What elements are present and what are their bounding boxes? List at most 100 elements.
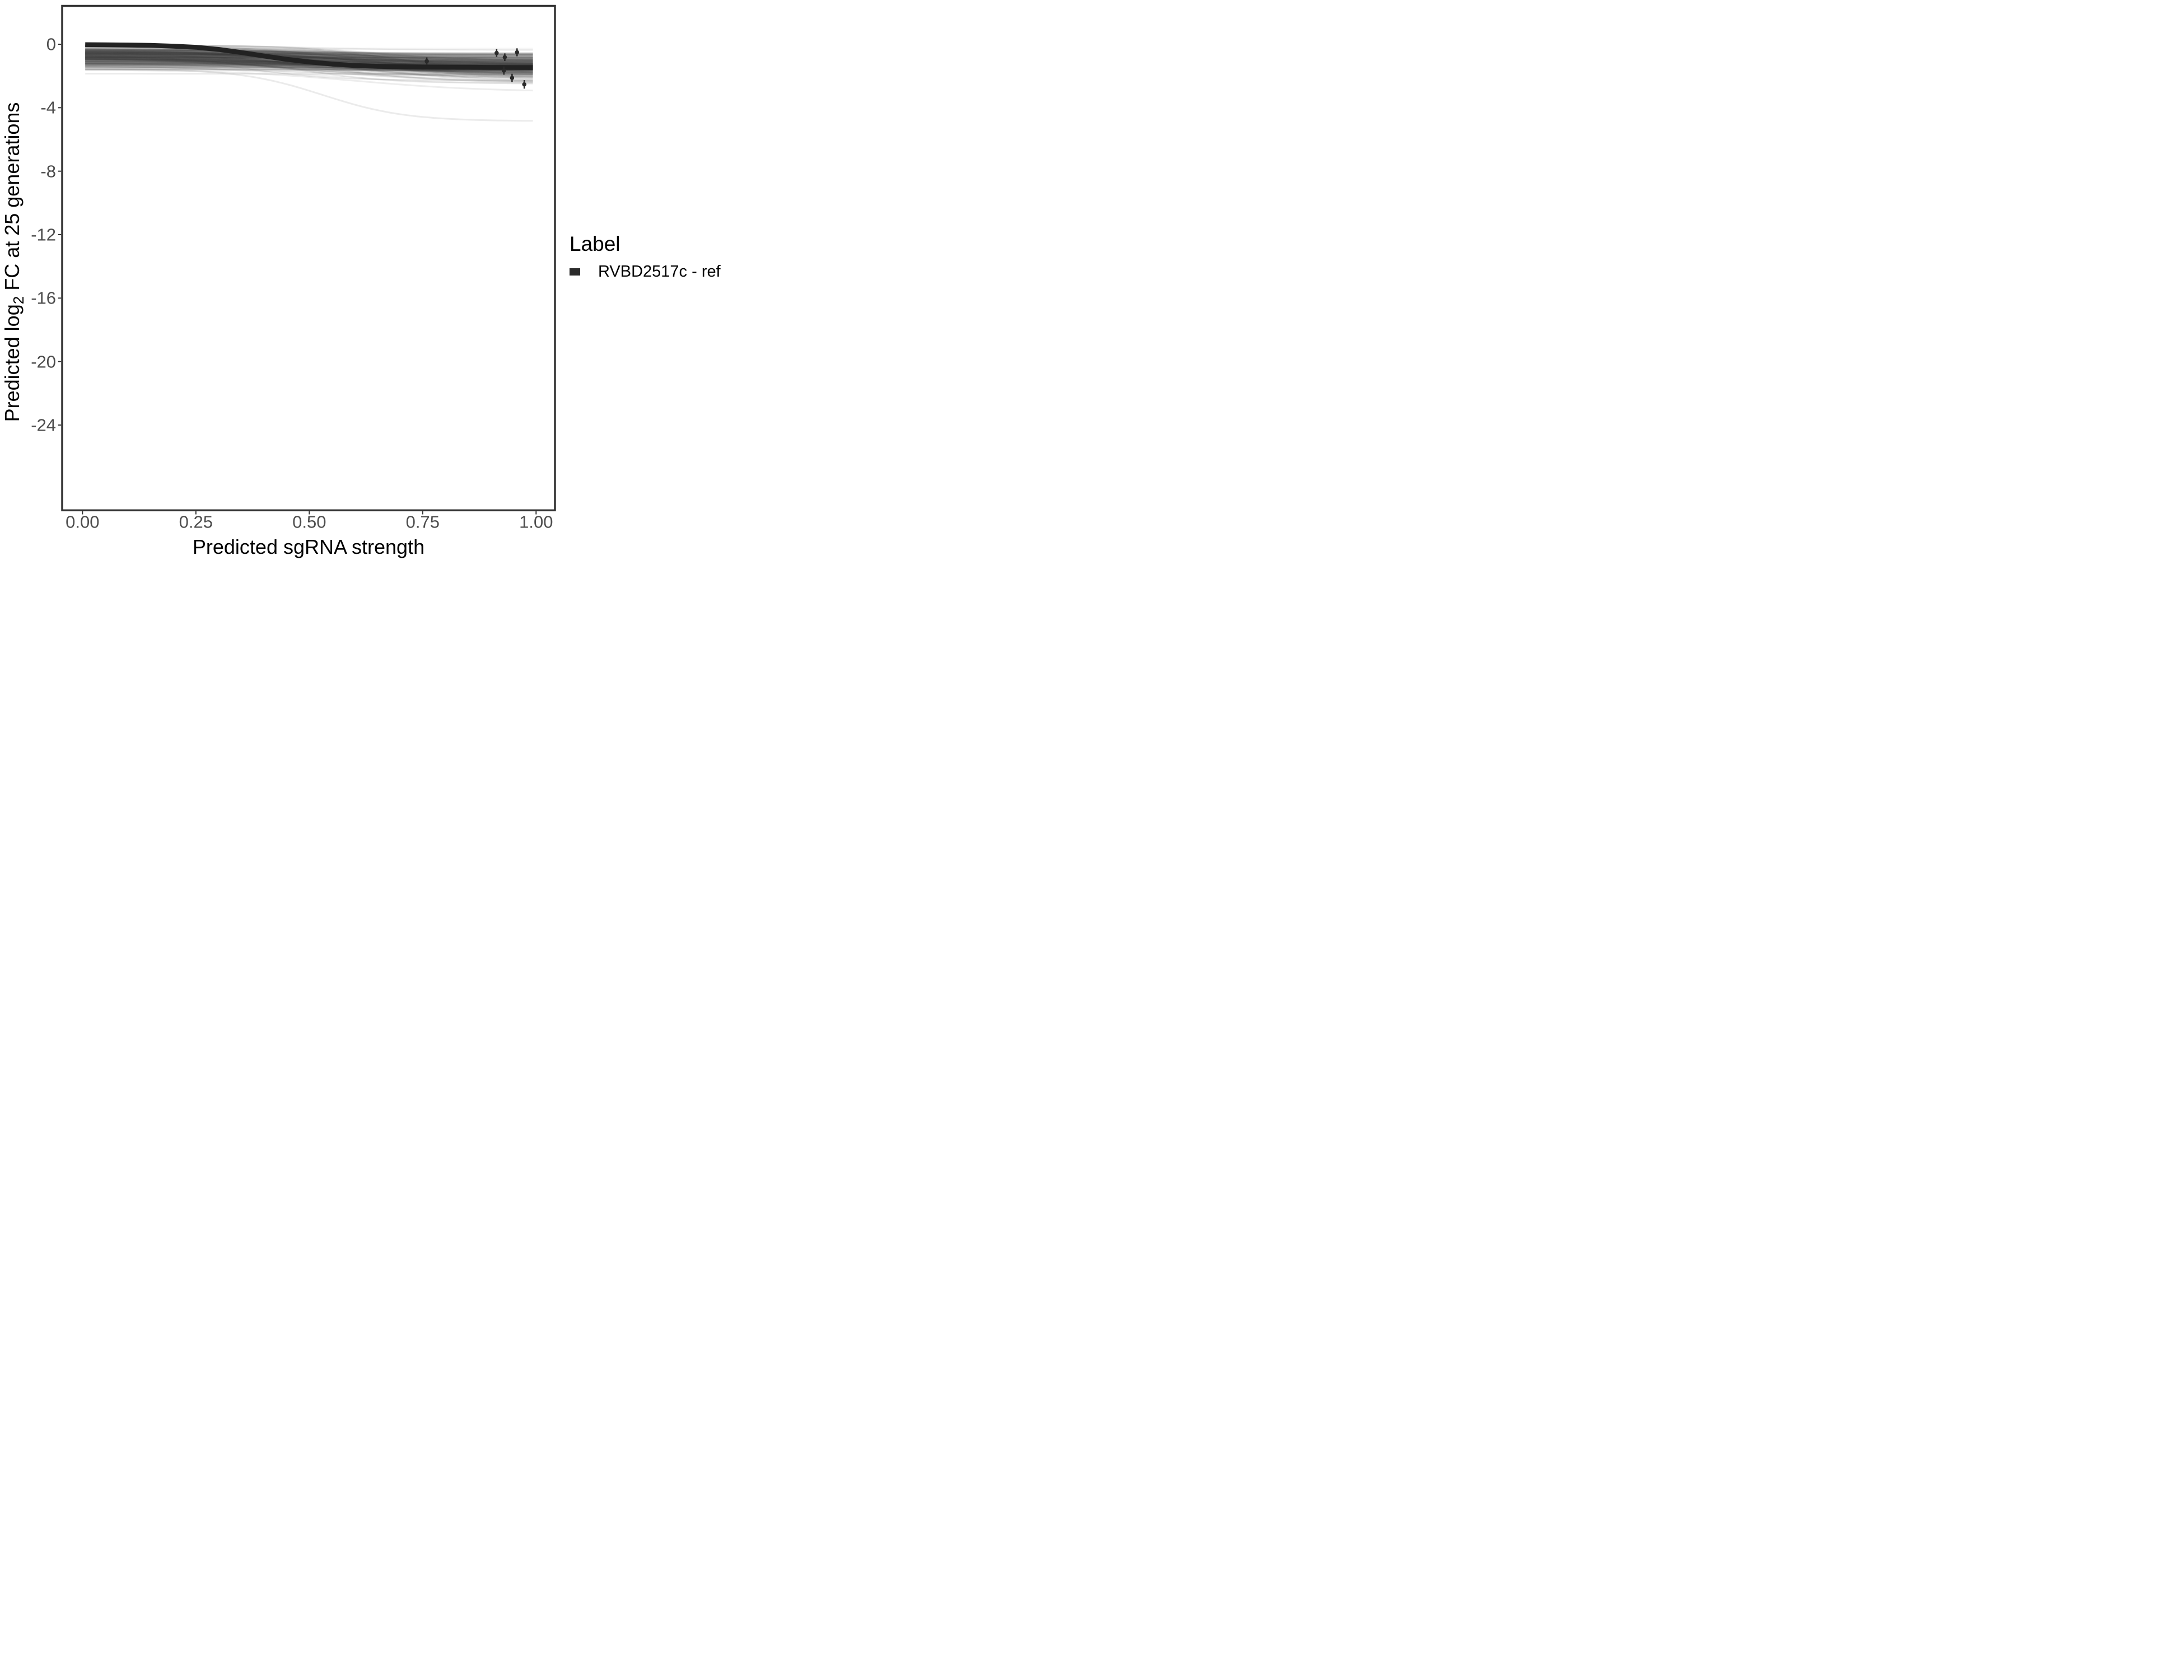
ensemble-line <box>85 57 533 60</box>
ensemble-line <box>85 55 533 59</box>
ensemble-line <box>85 57 533 83</box>
legend-key-swatch <box>570 268 580 276</box>
ensemble-line <box>85 53 533 58</box>
ensemble-line <box>85 55 533 82</box>
ensemble-line <box>85 48 533 69</box>
ensemble-line <box>85 63 533 66</box>
data-point <box>515 50 520 55</box>
point-range <box>501 66 506 75</box>
ensemble-line <box>85 50 533 65</box>
y-tick-label--8: -8 <box>40 161 56 181</box>
ensemble-line <box>85 54 533 72</box>
ensemble-line <box>85 53 533 60</box>
ensemble-line <box>85 55 533 71</box>
ensemble-line <box>85 57 533 71</box>
ensemble-line <box>85 53 533 64</box>
x-tick-label-0.00: 0.00 <box>66 512 100 532</box>
ensemble-line <box>85 55 533 66</box>
ensemble-line <box>85 55 533 60</box>
legend: Label RVBD2517c - ref <box>570 234 721 281</box>
ensemble-line <box>85 49 533 76</box>
ensemble-line <box>85 55 533 78</box>
ensemble-line <box>85 50 533 66</box>
ensemble-line <box>85 54 533 77</box>
legend-item: RVBD2517c - ref <box>570 263 721 281</box>
ensemble-line <box>85 51 533 64</box>
ensemble-line <box>85 52 533 62</box>
ensemble-line <box>85 48 533 58</box>
ensemble-line <box>85 52 533 62</box>
ensemble-line <box>85 50 533 62</box>
ensemble-line <box>85 53 533 65</box>
ensemble-line <box>85 60 533 75</box>
ensemble-line <box>85 53 533 83</box>
ensemble-line <box>85 49 533 64</box>
ensemble-line <box>85 55 533 74</box>
y-axis-title-subscript: 2 <box>10 296 27 305</box>
ensemble-line <box>85 54 533 79</box>
legend-item-label: RVBD2517c - ref <box>598 263 721 281</box>
ensemble-line <box>85 49 533 61</box>
x-tick-label-0.50: 0.50 <box>292 512 326 532</box>
ensemble-line <box>85 49 533 66</box>
ensemble-line <box>85 61 533 78</box>
ensemble-line <box>85 54 533 75</box>
ensemble-line <box>85 53 533 57</box>
ensemble-line <box>85 56 533 59</box>
ensemble-line <box>85 50 533 59</box>
ensemble-line <box>85 49 533 65</box>
ensemble-line <box>85 56 533 59</box>
ensemble-line <box>85 52 533 59</box>
ensemble-line <box>85 54 533 58</box>
y-axis-ticks <box>58 44 62 426</box>
ensemble-line <box>85 49 533 66</box>
y-axis-title: Predicted log2 FC at 25 generations <box>1 102 27 422</box>
ensemble-line <box>85 53 533 63</box>
y-axis-title-text-2: FC at 25 generations <box>1 102 24 296</box>
ensemble-line <box>85 59 533 73</box>
ensemble-line <box>85 56 533 59</box>
ensemble-line <box>85 51 533 64</box>
ensemble-line <box>85 58 533 71</box>
data-point <box>510 76 515 80</box>
ensemble-line <box>85 68 533 82</box>
ensemble-line <box>85 53 533 67</box>
figure: Predicted log2 FC at 25 generations Pred… <box>0 0 728 560</box>
ensemble-line <box>85 49 533 82</box>
data-point <box>494 50 499 55</box>
ensemble-line <box>85 55 533 65</box>
ensemble-line <box>85 63 533 83</box>
y-tick-label--24: -24 <box>31 415 56 435</box>
ensemble-line <box>85 54 533 67</box>
ensemble-line <box>85 54 533 71</box>
ensemble-line <box>85 50 533 58</box>
ensemble-line <box>85 48 533 61</box>
ensemble-line <box>85 50 533 66</box>
ensemble-line <box>85 57 533 62</box>
outlier-curve <box>85 65 533 85</box>
ensemble-line <box>85 50 533 60</box>
ensemble-line <box>85 49 533 56</box>
ensemble-line <box>85 53 533 56</box>
point-range <box>502 53 507 62</box>
ensemble-line <box>85 60 533 72</box>
ensemble-line <box>85 56 533 59</box>
ensemble-line <box>85 58 533 77</box>
ensemble-line <box>85 53 533 56</box>
y-tick-label--16: -16 <box>31 288 56 308</box>
ensemble-line <box>85 63 533 71</box>
ensemble-line <box>85 50 533 57</box>
ensemble-line <box>85 59 533 81</box>
data-point <box>522 82 527 87</box>
outlier-curve <box>85 69 533 92</box>
y-tick-label--12: -12 <box>31 225 56 245</box>
ensemble-line <box>85 66 533 77</box>
ensemble-line <box>85 60 533 71</box>
ensemble-line <box>85 51 533 63</box>
ensemble-line <box>85 59 533 74</box>
ensemble-line <box>85 49 533 58</box>
ensemble-line <box>85 52 533 58</box>
ensemble-line <box>85 48 533 59</box>
ensemble-line <box>85 63 533 74</box>
ensemble-line <box>85 52 533 73</box>
